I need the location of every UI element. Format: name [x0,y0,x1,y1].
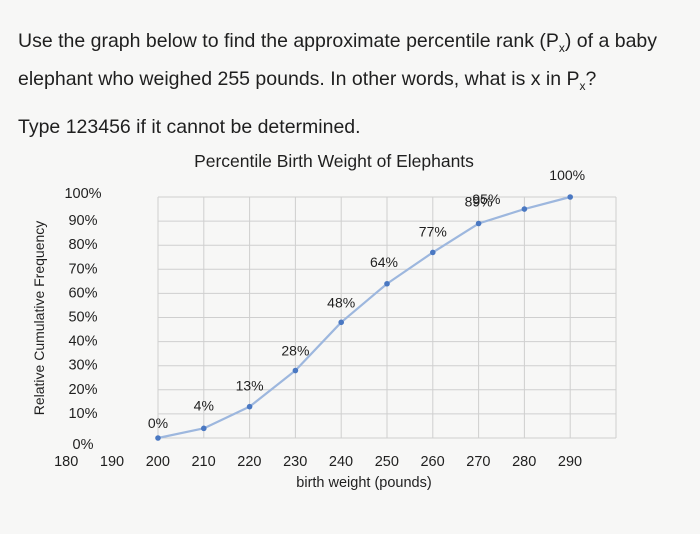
data-point-250 [430,249,436,256]
x-tick-label: 260 [420,454,444,470]
y-tick-label: 40% [68,334,97,350]
data-point-190 [155,435,161,441]
x-tick-label: 280 [512,454,536,470]
chart-title: Percentile Birth Weight of Elephants [194,151,474,171]
y-tick-labels: 0% 10% 20% 30% 40% 50% 60% 70% 80% 90% 100% [64,186,101,453]
data-label-280: 100% [549,167,585,183]
x-tick-label: 250 [375,454,399,470]
series-segment [524,195,571,211]
series-segment [248,369,297,408]
data-points [155,194,573,441]
data-point-280 [567,194,573,200]
y-tick-label: 70% [68,261,97,277]
data-label-250: 77% [419,223,447,239]
series-segment [157,427,205,440]
y-tick-label: 0% [73,437,94,453]
x-tick-label: 230 [283,454,307,470]
series-segment [294,321,342,372]
y-tick-label: 80% [68,237,97,253]
question-line-2: elephant who weighed 255 pounds. In othe… [18,67,597,93]
data-point-260 [475,220,482,227]
type-instruction: Type 123456 if it cannot be determined. [18,115,361,138]
x-tick-label: 240 [329,454,353,470]
series-segment [203,405,251,430]
x-axis-label: birth weight (pounds) [296,475,431,491]
grid-lines [157,196,617,439]
series-segment [340,282,388,324]
data-point-210 [246,403,253,410]
data-label-270: 95% [472,191,500,207]
question-line-1: Use the graph below to find the approxim… [18,30,658,55]
data-label-200: 4% [194,397,214,413]
data-point-200 [201,425,207,432]
x-tick-label: 180 [54,454,78,470]
y-tick-label: 20% [68,382,97,398]
series-segment [478,208,525,225]
question-text: Use the graph below to find the approxim… [18,26,688,143]
x-tick-label: 220 [237,454,261,470]
series-segment [432,222,480,254]
y-tick-label: 30% [68,358,97,374]
data-point-270 [521,206,528,212]
series-segment [386,251,434,285]
x-tick-label: 270 [466,454,490,470]
data-point-220 [292,367,299,374]
x-tick-labels: 180 190 200 210 220 230 240 250 260 270 280 290 [54,454,582,470]
x-tick-label: 190 [100,454,124,470]
data-label-260: 89% [465,194,493,210]
data-labels: 0% 4% 13% 28% 48% 64% 77% 89%95% 100% [148,167,585,431]
data-label-230: 48% [327,294,355,310]
y-tick-label: 50% [68,310,97,326]
y-axis-label: Relative Cumulative Frequency [31,221,47,416]
data-label-210: 13% [236,378,264,394]
data-label-240: 64% [370,254,398,270]
data-point-230 [338,319,345,326]
x-tick-label: 290 [558,454,582,470]
y-tick-label: 90% [68,213,97,229]
y-tick-label: 10% [68,406,97,422]
data-point-240 [384,280,390,287]
data-label-220: 28% [281,343,309,359]
x-tick-label: 200 [146,454,170,470]
x-tick-label: 210 [191,454,215,470]
y-tick-label: 100% [64,186,101,202]
data-label-190: 0% [148,415,168,431]
y-tick-label: 60% [68,285,97,301]
series-line [157,195,571,440]
